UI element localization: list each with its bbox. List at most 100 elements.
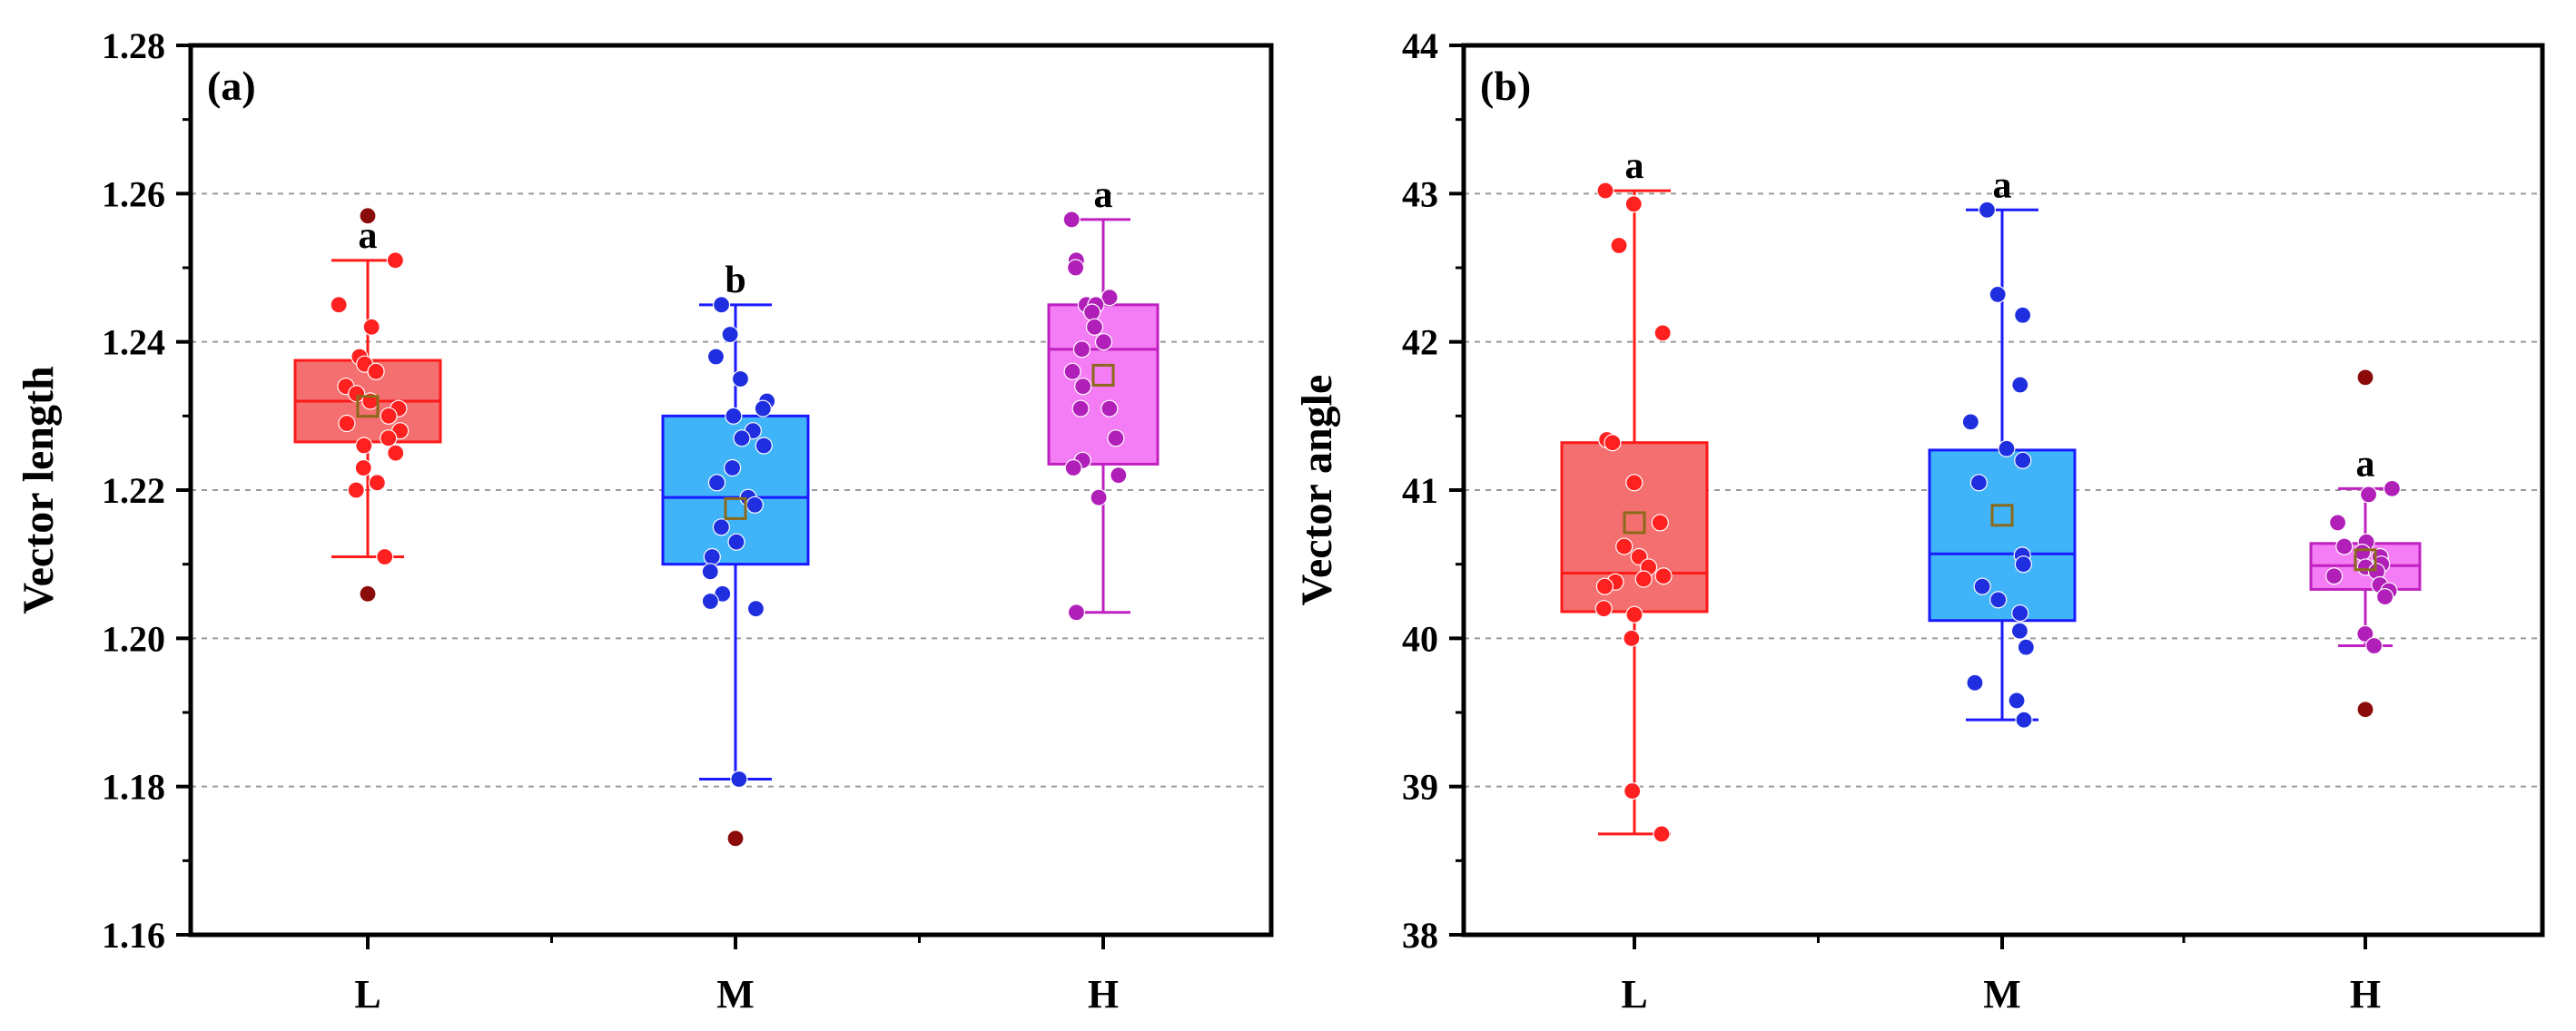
data-point-b-L-5 <box>1604 434 1622 452</box>
data-point-a-M-20 <box>746 600 765 618</box>
y-axis-title-b: Vector angle <box>1293 375 1341 606</box>
y-tick-label-b-6: 44 <box>1402 25 1438 66</box>
data-point-b-M-7 <box>1969 474 1988 492</box>
significance-letter-a-L: a <box>359 215 378 257</box>
data-point-a-H-18 <box>1090 488 1108 506</box>
data-point-b-L-19 <box>1653 825 1671 843</box>
data-point-b-L-6 <box>1625 474 1643 492</box>
mean-marker-a-L <box>356 395 380 418</box>
data-point-b-L-7 <box>1651 514 1669 532</box>
data-point-a-M-9 <box>755 437 773 455</box>
box-group-b-M: a <box>1928 164 2077 729</box>
data-point-b-M-9 <box>2014 555 2032 574</box>
significance-letter-b-M: a <box>1993 164 2012 206</box>
outlier-point-a-M-0 <box>726 830 745 848</box>
outlier-point-a-L-0 <box>359 207 377 225</box>
data-point-b-L-1 <box>1624 195 1643 213</box>
data-point-b-L-16 <box>1625 605 1643 624</box>
outlier-point-a-L-1 <box>359 584 377 603</box>
box-b-L <box>1560 441 1709 614</box>
mean-marker-b-M <box>1990 504 2014 527</box>
y-tick-label-a-0: 1.16 <box>102 915 165 956</box>
data-point-a-M-13 <box>745 496 764 514</box>
data-point-a-M-5 <box>754 399 772 417</box>
data-point-a-H-6 <box>1083 303 1101 321</box>
y-tick-label-a-5: 1.26 <box>102 173 165 214</box>
box-group-a-M: b <box>661 260 810 848</box>
data-point-b-M-17 <box>2015 711 2033 729</box>
data-point-a-L-10 <box>380 407 398 425</box>
data-point-a-L-2 <box>362 318 380 336</box>
box-group-a-H: a <box>1047 174 1160 622</box>
data-point-a-M-2 <box>706 348 725 366</box>
y-tick-label-a-6: 1.28 <box>102 25 165 66</box>
data-point-b-L-8 <box>1615 537 1633 555</box>
x-tick-label-b-L: L <box>1621 972 1647 1016</box>
box-group-a-L: a <box>293 207 442 603</box>
data-point-a-L-17 <box>368 474 386 492</box>
data-point-b-H-0 <box>2383 479 2402 497</box>
data-point-a-M-8 <box>733 429 751 447</box>
data-point-a-L-14 <box>355 437 373 455</box>
data-point-a-H-0 <box>1062 211 1081 229</box>
x-tick-label-a-L: L <box>354 972 380 1016</box>
data-point-a-M-0 <box>712 296 731 314</box>
y-tick-label-a-4: 1.24 <box>102 322 165 363</box>
data-point-b-L-11 <box>1654 567 1673 585</box>
data-point-a-M-14 <box>712 518 730 536</box>
data-point-b-H-13 <box>2376 587 2394 606</box>
data-point-b-L-0 <box>1596 182 1614 200</box>
data-point-a-H-19 <box>1067 604 1086 622</box>
data-point-a-M-10 <box>724 458 742 477</box>
mean-marker-b-L <box>1623 511 1646 535</box>
data-point-a-M-17 <box>701 563 719 581</box>
data-point-a-L-18 <box>347 481 365 499</box>
x-tick-label-b-H: H <box>2350 972 2381 1016</box>
data-point-b-M-16 <box>2008 692 2026 710</box>
y-tick-label-a-3: 1.22 <box>102 470 165 511</box>
data-point-a-L-5 <box>367 362 385 380</box>
data-point-a-M-19 <box>701 592 719 611</box>
data-point-a-L-16 <box>354 458 372 477</box>
data-point-b-H-14 <box>2356 624 2374 643</box>
data-point-a-M-16 <box>703 547 721 566</box>
data-point-b-M-6 <box>2014 451 2032 469</box>
data-point-b-L-18 <box>1624 781 1642 800</box>
y-tick-label-b-4: 42 <box>1402 322 1438 363</box>
x-tick-label-a-M: M <box>716 972 755 1016</box>
data-point-b-L-15 <box>1594 600 1613 618</box>
data-point-a-L-1 <box>330 296 348 314</box>
data-point-b-H-2 <box>2328 514 2347 532</box>
data-point-a-L-13 <box>380 429 398 447</box>
data-point-b-M-3 <box>2011 376 2029 394</box>
outlier-point-b-H-1 <box>2356 701 2374 719</box>
data-point-b-M-5 <box>1998 439 2016 457</box>
y-axis-title-a: Vector length <box>15 366 63 614</box>
data-point-a-H-13 <box>1071 399 1090 417</box>
data-point-a-H-16 <box>1064 458 1082 477</box>
panel-a: 1.16 1.18 1.20 1.22 1.24 1.26 1.28 L M Ha b a (a) Vec… <box>15 25 1274 1016</box>
data-point-b-M-14 <box>2017 638 2035 656</box>
data-point-a-L-15 <box>387 444 405 462</box>
data-point-a-H-2 <box>1066 259 1085 277</box>
data-point-b-L-3 <box>1653 324 1672 342</box>
significance-letter-a-M: b <box>725 260 745 301</box>
data-point-b-H-4 <box>2335 537 2354 555</box>
x-tick-label-b-M: M <box>1983 972 2021 1016</box>
data-point-a-M-21 <box>730 770 748 789</box>
data-point-b-L-2 <box>1610 236 1628 255</box>
data-point-a-L-11 <box>338 414 356 433</box>
data-point-a-H-9 <box>1072 340 1091 358</box>
data-point-b-M-10 <box>1973 577 1991 595</box>
panel-label-b: (b) <box>1480 63 1531 109</box>
data-point-a-L-0 <box>386 251 404 270</box>
panel-b: 38 39 40 41 42 43 44 L M Ha a a (b) Vector angle <box>1293 25 2545 1016</box>
y-tick-label-b-1: 39 <box>1402 767 1438 808</box>
data-point-b-L-13 <box>1634 570 1653 588</box>
significance-letter-b-L: a <box>1625 145 1644 187</box>
data-point-b-H-1 <box>2359 486 2378 504</box>
data-point-b-M-0 <box>1978 201 1997 219</box>
data-point-a-H-17 <box>1110 466 1128 485</box>
